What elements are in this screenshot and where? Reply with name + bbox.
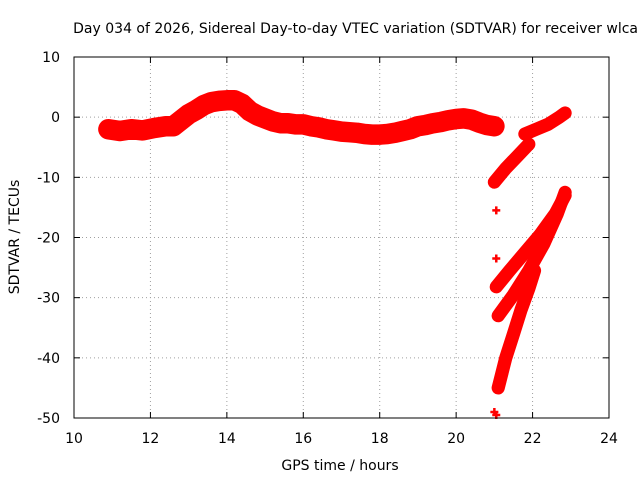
data-point (368, 130, 377, 139)
data-point (520, 248, 529, 257)
x-tick-label: 20 (447, 431, 465, 447)
x-tick-label: 16 (294, 431, 312, 447)
x-tick-label: 22 (524, 431, 542, 447)
data-point (207, 98, 216, 107)
data-point (513, 152, 522, 161)
data-point (276, 119, 285, 128)
data-point (306, 122, 315, 131)
y-tick-label: 0 (51, 110, 60, 126)
data-point (161, 122, 170, 131)
y-tick-label: -20 (37, 231, 60, 247)
y-tick-label: -40 (37, 351, 60, 367)
data-point (215, 96, 224, 105)
x-tick-label: 14 (218, 431, 236, 447)
data-point (452, 114, 461, 123)
data-point (406, 125, 415, 134)
data-point (492, 282, 501, 291)
data-point (530, 266, 539, 275)
data-point (505, 266, 514, 275)
data-point (561, 188, 570, 197)
x-tick-label: 24 (600, 431, 618, 447)
data-point (115, 127, 124, 136)
data-point (199, 101, 208, 110)
data-point (253, 111, 262, 120)
chart-title: Day 034 of 2026, Sidereal Day-to-day VTE… (73, 21, 638, 37)
data-point (299, 120, 308, 129)
data-point (375, 130, 384, 139)
series-line-5 (491, 185, 572, 323)
data-point (383, 130, 392, 139)
data-point (482, 120, 491, 129)
isolated-point (492, 206, 501, 215)
data-point (398, 127, 407, 136)
data-point (192, 105, 201, 114)
grid (74, 57, 609, 418)
y-tick-label: -10 (37, 170, 60, 186)
data-point (520, 130, 529, 139)
data-point (553, 209, 562, 218)
data-point (337, 127, 346, 136)
data-point (436, 117, 445, 126)
x-tick-label: 12 (142, 431, 160, 447)
data-point (494, 311, 503, 320)
data-point (555, 113, 564, 122)
data-point (467, 115, 476, 124)
data-point (509, 329, 518, 338)
data-point (345, 128, 354, 137)
data-point (138, 126, 147, 135)
data-point (238, 99, 247, 108)
data-point (360, 130, 369, 139)
isolated-point (492, 254, 501, 263)
data-point (169, 122, 178, 131)
data-point (501, 353, 510, 362)
x-tick-label: 18 (371, 431, 389, 447)
data-point (532, 125, 541, 134)
data-point (475, 118, 484, 127)
data-point (490, 178, 499, 187)
data-point (444, 116, 453, 125)
data-point (494, 383, 503, 392)
data-point (524, 140, 533, 149)
data-point (127, 125, 136, 134)
data-point (184, 110, 193, 119)
data-point (104, 125, 113, 134)
data-point (245, 107, 254, 116)
axis-ticks: 10 12 14 16 18 20 22 24 -50 -40 -30 -20 -10 0 10 (37, 50, 618, 447)
x-tick-label: 10 (65, 431, 83, 447)
data-point (284, 119, 292, 128)
data-point (501, 164, 510, 173)
y-tick-label: -50 (37, 411, 60, 427)
y-tick-label: 10 (42, 50, 60, 66)
data-point (268, 117, 277, 126)
data-point (222, 96, 231, 105)
data-point (490, 122, 499, 131)
data-point (352, 128, 361, 137)
data-point (421, 120, 430, 129)
data-point (391, 128, 399, 137)
data-point (150, 123, 159, 132)
data-point (429, 119, 438, 128)
y-axis-label: SDTVAR / TECUs (7, 180, 23, 295)
data-point (509, 290, 518, 299)
data-point (177, 116, 185, 125)
data-point (540, 239, 549, 248)
data-point (413, 122, 422, 131)
data-point (561, 108, 570, 117)
series-line-2 (487, 137, 536, 189)
data-point (291, 120, 300, 129)
data-point (459, 114, 468, 123)
data-layer (98, 90, 572, 419)
data-point (322, 125, 331, 134)
y-tick-label: -30 (37, 291, 60, 307)
data-point (524, 284, 533, 293)
data-point (314, 123, 323, 132)
data-point (261, 114, 270, 123)
data-point (543, 120, 552, 129)
data-point (329, 126, 338, 135)
x-axis-label: GPS time / hours (281, 458, 398, 474)
data-point (230, 96, 239, 105)
data-point (517, 305, 526, 314)
plot-frame (73, 56, 610, 419)
